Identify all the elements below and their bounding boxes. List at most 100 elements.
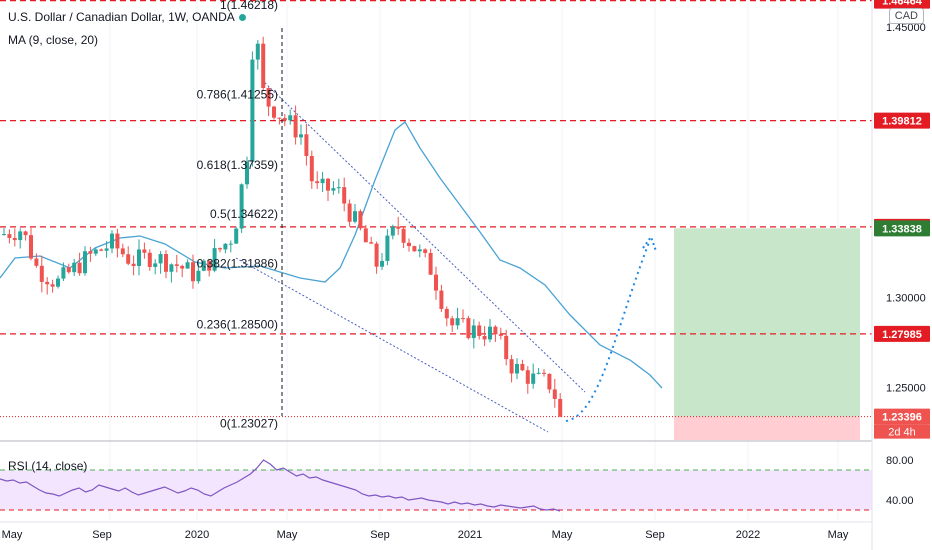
candle-body	[2, 234, 6, 236]
time-axis[interactable]: May Sep 2020 May Sep 2021 May Sep 2022 May	[0, 521, 872, 541]
price-badge	[874, 220, 930, 237]
candle-body	[185, 262, 190, 269]
candle-body	[93, 249, 98, 254]
countdown-badge	[874, 424, 930, 439]
candle-body	[207, 260, 212, 271]
countdown-label: 2d 4h	[888, 427, 916, 439]
long-position-tool[interactable]	[674, 228, 860, 440]
candle-body	[309, 155, 314, 182]
fib-level-label: 0.786(1.41255)	[197, 88, 278, 102]
candle-body	[520, 363, 525, 371]
candle-body	[115, 233, 120, 249]
ma-indicator-label[interactable]: MA (9, close, 20)	[8, 33, 99, 47]
candle-body	[326, 178, 330, 191]
time-tick-label: 2021	[458, 529, 482, 541]
candle-body	[39, 265, 44, 282]
candle-body	[347, 203, 352, 222]
market-status-dot	[238, 14, 246, 22]
rsi-pane	[0, 459, 872, 512]
candle-body	[266, 87, 271, 107]
candle-body	[336, 187, 341, 189]
time-tick-label: May	[828, 529, 849, 541]
fibonacci-retracement[interactable]: 1(1.46218) 0.786(1.41255) 0.618(1.37359) 0.…	[197, 0, 283, 430]
fib-level-label: 0.382(1.31886)	[197, 257, 278, 271]
candle-body	[509, 359, 514, 374]
candle-body	[493, 326, 498, 335]
time-tick-label: May	[277, 529, 298, 541]
candle-body	[61, 267, 66, 279]
price-badge	[874, 0, 930, 9]
candle-body	[66, 267, 71, 273]
candle-body	[223, 243, 228, 250]
candle-body	[110, 233, 114, 249]
candle-body	[488, 326, 492, 340]
candle-body	[390, 226, 395, 236]
candle-body	[212, 248, 217, 271]
candle-body	[558, 398, 563, 417]
candle-body	[158, 254, 163, 264]
candle-body	[536, 372, 541, 374]
candle-body	[293, 115, 298, 138]
candle-body	[272, 106, 276, 118]
candle-body	[34, 258, 39, 266]
horizontal-levels[interactable]	[0, 0, 872, 418]
candle-body	[428, 252, 433, 275]
candle-body	[282, 118, 287, 121]
candle-body	[137, 249, 141, 267]
candle-body	[153, 263, 158, 267]
fib-level-label: 0.5(1.34622)	[210, 207, 278, 221]
price-badge-label: 1.27985	[882, 329, 922, 341]
candle-body	[466, 318, 471, 339]
candle-body	[218, 248, 222, 250]
candle-body	[482, 336, 487, 340]
candle-body	[498, 334, 503, 336]
candle-body	[147, 252, 152, 267]
candle-body	[12, 237, 17, 241]
price-badge	[874, 408, 930, 425]
price-badge	[874, 325, 930, 342]
candle-body	[196, 270, 201, 282]
price-badge-label: 1.39812	[882, 116, 922, 128]
candle-body	[471, 325, 476, 339]
candle-body	[120, 248, 125, 255]
candle-body	[299, 134, 303, 138]
fib-level-label: 0(1.23027)	[220, 416, 278, 430]
candle-body	[380, 260, 384, 267]
candle-body	[450, 318, 455, 326]
candle-body	[455, 318, 460, 326]
price-badge	[874, 112, 930, 129]
candle-body	[180, 265, 185, 269]
price-axis[interactable]: 1.45000 1.30000 1.25000 80.00 40.00 1.46464 1.…	[871, 0, 932, 550]
time-tick-label: Sep	[92, 529, 112, 541]
profit-zone	[674, 228, 860, 417]
candle-body	[77, 262, 82, 274]
candle-body	[396, 226, 401, 229]
candle-body	[304, 134, 309, 156]
rsi-indicator-label[interactable]: RSI (14, close)	[8, 459, 88, 473]
candle-body	[407, 242, 411, 247]
projection-arrow[interactable]	[565, 234, 657, 422]
price-tick-label: 1.30000	[886, 293, 926, 305]
candle-body	[18, 231, 23, 241]
candle-body	[358, 211, 363, 229]
price-axis-bg	[872, 0, 932, 550]
price-badge-label: 1.33838	[882, 223, 922, 235]
candle-body	[228, 243, 233, 245]
currency-button[interactable]: CAD	[888, 8, 924, 24]
candle-body	[353, 211, 357, 222]
candle-body	[201, 260, 206, 271]
candle-body	[547, 373, 552, 390]
candle-body	[315, 181, 320, 184]
candle-body	[7, 234, 12, 238]
time-tick-label: May	[2, 529, 23, 541]
candle-body	[444, 308, 449, 319]
candle-body	[423, 249, 428, 253]
candle-body	[320, 178, 325, 184]
candle-body	[83, 251, 87, 274]
chart-title: U.S. Dollar / Canadian Dollar, 1W, OANDA	[8, 10, 246, 24]
candle-body	[191, 262, 195, 282]
candle-body	[531, 373, 536, 384]
descending-channel[interactable]	[235, 79, 586, 433]
candle-body	[72, 262, 77, 273]
